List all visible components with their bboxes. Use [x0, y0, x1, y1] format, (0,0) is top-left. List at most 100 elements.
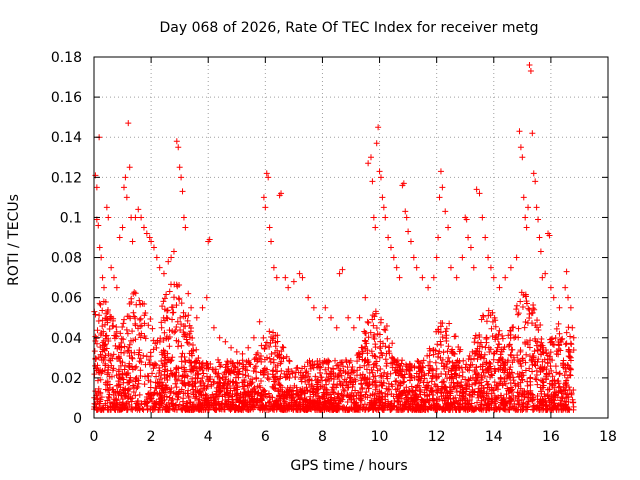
x-tick-label: 6 — [261, 429, 270, 445]
data-point-bg — [291, 382, 298, 389]
data-point-bg — [156, 367, 163, 374]
data-point-bg — [242, 389, 249, 396]
data-point-bg — [525, 305, 532, 312]
data-point-bg — [519, 406, 526, 413]
data-point-bg — [147, 384, 154, 391]
x-tick-label: 14 — [485, 429, 503, 445]
data-point-bg — [216, 376, 223, 383]
data-point-bg — [463, 361, 470, 368]
data-point-bg — [136, 316, 143, 323]
data-point — [328, 314, 335, 321]
data-point-bg — [474, 399, 481, 406]
data-point-bg — [335, 394, 342, 401]
data-point-bg — [323, 381, 330, 388]
data-point-bg — [430, 391, 437, 398]
data-point-bg — [292, 374, 299, 381]
data-point-bg — [101, 367, 108, 374]
data-point — [535, 216, 542, 223]
data-point-bg — [480, 385, 487, 392]
data-point-bg — [513, 302, 520, 309]
data-point-bg — [378, 350, 385, 357]
data-point-bg — [185, 312, 192, 319]
data-point-bg — [459, 369, 466, 376]
data-point — [537, 248, 544, 255]
data-point-bg — [269, 394, 276, 401]
data-point-bg — [163, 359, 170, 366]
data-point-bg — [208, 383, 215, 390]
data-point-bg — [110, 365, 117, 372]
data-point-bg — [548, 399, 555, 406]
data-point-bg — [343, 404, 350, 411]
data-point-bg — [562, 381, 569, 388]
data-point-bg — [132, 392, 139, 399]
data-point-bg — [100, 298, 107, 305]
data-point-bg — [370, 334, 377, 341]
data-point — [333, 324, 340, 331]
data-point-bg — [341, 388, 348, 395]
data-point-bg — [510, 354, 517, 361]
data-point — [310, 304, 317, 311]
y-tick-label: 0.02 — [51, 371, 82, 387]
data-point-bg — [183, 336, 190, 343]
data-point — [459, 254, 466, 261]
data-point — [570, 334, 577, 341]
data-point-bg — [121, 343, 128, 350]
data-point-bg — [161, 317, 168, 324]
data-point-bg — [401, 401, 408, 408]
data-point-bg — [439, 385, 446, 392]
data-point-bg — [565, 362, 572, 369]
data-point-bg — [270, 329, 277, 336]
data-point-bg — [126, 353, 133, 360]
data-point — [170, 248, 177, 255]
data-point-bg — [111, 335, 118, 342]
data-point-bg — [189, 335, 196, 342]
data-point-bg — [343, 378, 350, 385]
data-point — [210, 324, 217, 331]
data-point-bg — [382, 356, 389, 363]
data-point — [156, 264, 163, 271]
data-point-bg — [171, 406, 178, 413]
data-point-bg — [358, 344, 365, 351]
data-point-bg — [125, 386, 132, 393]
data-point-bg — [428, 385, 435, 392]
data-point-bg — [433, 370, 440, 377]
data-point-bg — [496, 341, 503, 348]
data-point-bg — [414, 358, 421, 365]
data-point-bg — [478, 316, 485, 323]
data-point-bg — [384, 335, 391, 342]
data-point-bg — [566, 386, 573, 393]
data-point-bg — [393, 391, 400, 398]
data-point-bg — [136, 347, 143, 354]
data-point-bg — [156, 383, 163, 390]
data-point — [382, 214, 389, 221]
data-point-bg — [185, 394, 192, 401]
data-point-bg — [116, 366, 123, 373]
data-point-bg — [133, 374, 140, 381]
y-tick-label: 0.1 — [60, 210, 82, 226]
data-point-bg — [164, 404, 171, 411]
data-point-bg — [480, 355, 487, 362]
data-point-bg — [494, 406, 501, 413]
data-point-bg — [566, 353, 573, 360]
data-point-bg — [437, 320, 444, 327]
data-point-bg — [354, 358, 361, 365]
data-point-bg — [531, 406, 538, 413]
data-point-bg — [245, 359, 252, 366]
data-point-bg — [124, 313, 131, 320]
data-point-bg — [139, 405, 146, 412]
data-point-bg — [261, 345, 268, 352]
data-point-bg — [365, 319, 372, 326]
data-point-bg — [384, 401, 391, 408]
data-point-bg — [434, 341, 441, 348]
data-point-bg — [429, 397, 436, 404]
data-point-bg — [344, 370, 351, 377]
data-point — [296, 270, 303, 277]
data-point — [173, 138, 180, 145]
data-point-bg — [543, 402, 550, 409]
data-point-bg — [131, 313, 138, 320]
data-point — [120, 184, 127, 191]
data-point-bg — [153, 344, 160, 351]
data-point-bg — [307, 404, 314, 411]
data-point — [356, 314, 363, 321]
data-point-bg — [450, 362, 457, 369]
